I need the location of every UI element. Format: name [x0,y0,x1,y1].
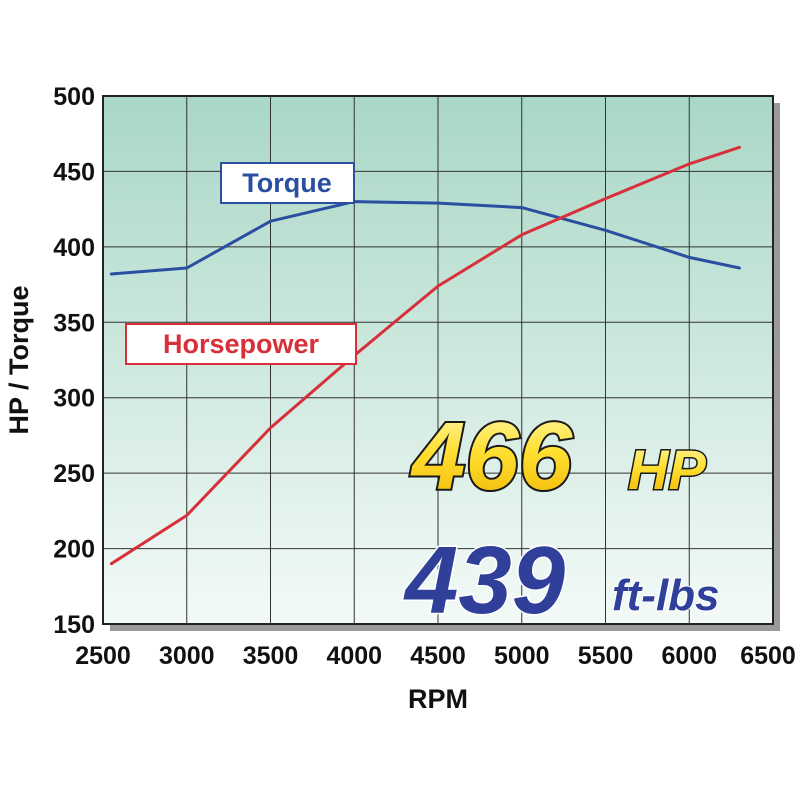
y-tick-label-200: 200 [53,536,95,564]
torque-callout: 439 ft-lbs [402,526,721,636]
x-tick-labels: 2500 3000 3500 4000 4500 5000 5500 6000 6500 [75,642,796,670]
x-tick-label-5500: 5500 [578,642,634,670]
y-tick-label-150: 150 [53,611,95,639]
y-tick-label-350: 350 [53,309,95,337]
hp-callout: 466 HP [408,401,708,512]
x-tick-label-3500: 3500 [243,642,299,670]
torque-label-box [220,162,355,204]
x-tick-label-4500: 4500 [410,642,466,670]
torque-value: 439 [403,527,565,634]
x-tick-label-2500: 2500 [75,642,131,670]
series-lines [109,145,741,566]
horsepower-legend: Horsepower [125,323,357,365]
torque-series-label: Torque [242,168,332,198]
y-tick-labels: 150 200 250 300 350 400 450 500 [53,83,95,639]
horsepower-line [109,145,741,566]
torque-line [109,200,741,276]
x-tick-label-4000: 4000 [326,642,382,670]
x-tick-label-3000: 3000 [159,642,215,670]
x-axis-title: RPM [408,684,468,714]
hp-value: 466 [410,403,573,510]
horsepower-series-label: Horsepower [163,329,320,359]
x-tick-label-5000: 5000 [494,642,550,670]
horsepower-label-box [125,323,357,365]
y-tick-label-450: 450 [53,158,95,186]
grid-lines [103,96,773,624]
y-tick-label-400: 400 [53,234,95,262]
y-axis-title: HP / Torque [4,285,34,434]
torque-legend: Torque [220,162,355,204]
x-tick-label-6500: 6500 [740,642,796,670]
y-tick-label-250: 250 [53,460,95,488]
x-tick-label-6000: 6000 [661,642,717,670]
y-tick-label-300: 300 [53,385,95,413]
y-tick-label-500: 500 [53,83,95,111]
torque-unit: ft-lbs [612,571,720,620]
hp-unit: HP [628,438,706,501]
